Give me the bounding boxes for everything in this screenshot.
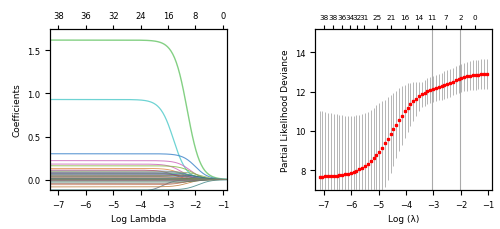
X-axis label: Log (λ): Log (λ) (388, 214, 420, 223)
Y-axis label: Partial Likelihood Deviance: Partial Likelihood Deviance (280, 49, 289, 171)
X-axis label: Log Lambda: Log Lambda (111, 214, 166, 223)
Y-axis label: Coefficients: Coefficients (12, 83, 22, 137)
